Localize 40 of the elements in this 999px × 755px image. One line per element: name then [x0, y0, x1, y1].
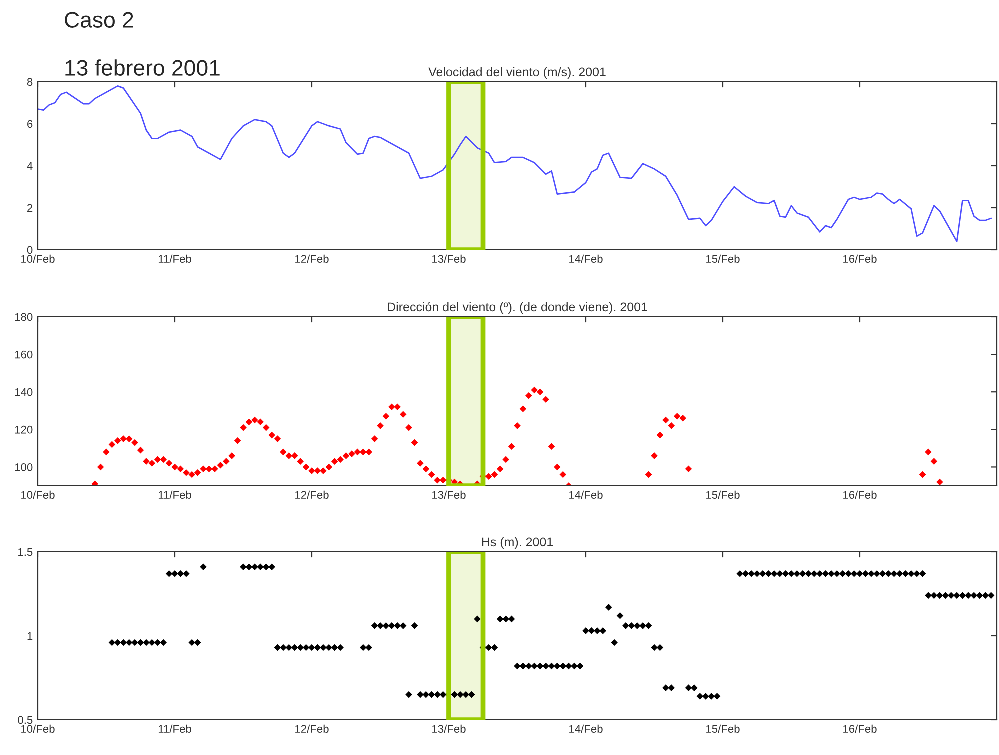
x-tick-label: 12/Feb [296, 254, 329, 264]
x-tick-label: 11/Feb [158, 724, 192, 734]
x-tick-label: 14/Feb [570, 724, 603, 734]
x-tick-label: 14/Feb [570, 490, 603, 500]
x-tick-label: 16/Feb [844, 490, 877, 500]
x-tick-label: 13/Feb [432, 724, 466, 734]
x-tick-label: 15/Feb [706, 490, 740, 500]
y-tick-label: 1 [28, 632, 33, 640]
y-tick-label: 1.5 [18, 548, 33, 556]
chart-title: Dirección del viento (º). (de donde viene). 2001 [388, 302, 648, 314]
chart-title: Hs (m). 2001 [482, 537, 554, 550]
y-tick-label: 180 [15, 313, 33, 322]
x-tick-label: 10/Feb [22, 724, 55, 734]
x-tick-label: 15/Feb [706, 254, 740, 264]
x-tick-label: 13/Feb [432, 490, 466, 500]
x-tick-label: 10/Feb [22, 490, 55, 500]
y-tick-label: 0.5 [18, 716, 33, 724]
x-tick-label: 15/Feb [706, 724, 740, 734]
y-tick-label: 0 [27, 246, 33, 254]
y-tick-label: 120 [15, 426, 33, 434]
x-tick-label: 11/Feb [158, 254, 192, 264]
x-tick-label: 12/Feb [296, 490, 329, 500]
y-tick-label: 2 [28, 204, 33, 212]
x-tick-label: 12/Feb [296, 724, 329, 734]
text: 13 febrero 2001 [66, 60, 220, 76]
y-tick-label: 6 [28, 120, 33, 128]
x-tick-label: 14/Feb [570, 254, 603, 264]
x-tick-label: 11/Feb [158, 490, 192, 500]
text: Caso 2 [65, 12, 134, 28]
y-tick-label: 100 [15, 463, 33, 472]
x-tick-label: 16/Feb [844, 724, 877, 734]
y-tick-label: 160 [15, 350, 33, 359]
x-tick-label: 10/Feb [22, 254, 55, 264]
chart-title: Velocidad del viento (m/s). 2001 [428, 67, 606, 80]
line-series [38, 86, 992, 242]
x-tick-label: 13/Feb [432, 254, 466, 264]
y-tick-label: 140 [15, 388, 33, 396]
x-tick-label: 16/Feb [844, 254, 877, 264]
y-tick-label: 4 [27, 162, 33, 170]
y-tick-label: 8 [27, 78, 33, 86]
